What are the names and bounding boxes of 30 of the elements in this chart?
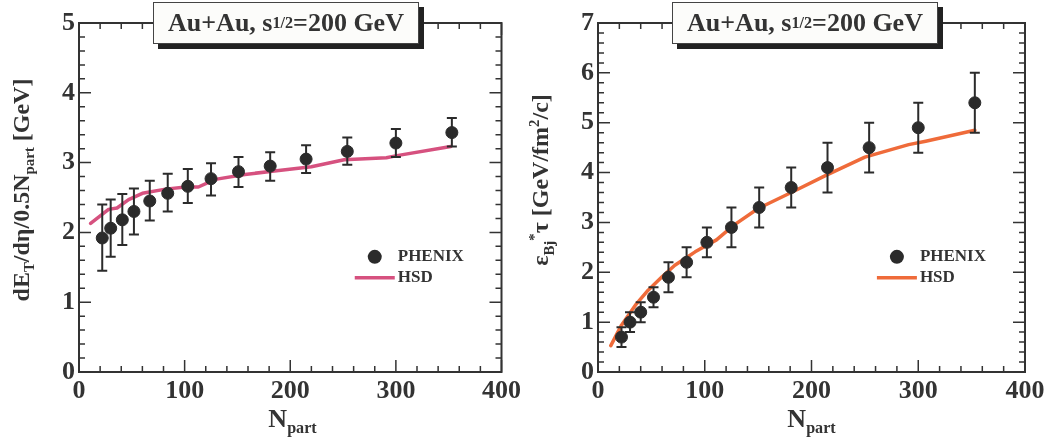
y-tick-label: 7 <box>581 6 594 36</box>
legend-label: PHENIX <box>919 246 987 266</box>
y-tick-label: 2 <box>581 256 594 285</box>
x-tick-label: 300 <box>898 375 938 405</box>
x-axis-title: N$_{part}$ <box>787 404 836 438</box>
x-tick-label: 200 <box>270 375 310 405</box>
x-tick-label: 100 <box>685 375 725 405</box>
chart-title: Au+Au, s$^{1/2}$=200 GeV <box>672 2 938 44</box>
chart-title: Au+Au, s$^{1/2}$=200 GeV <box>153 2 419 44</box>
y-tick-label: 0 <box>581 355 594 385</box>
y-tick-label: 1 <box>62 285 75 315</box>
x-tick-label: 400 <box>482 375 521 405</box>
legend-label: PHENIX <box>397 246 465 266</box>
x-tick-label: 200 <box>792 375 831 405</box>
y-tick-label: 3 <box>62 146 75 176</box>
y-tick-label: 0 <box>62 355 75 385</box>
y-tick-label: 5 <box>581 106 594 136</box>
y-tick-label: 6 <box>581 56 594 86</box>
y-tick-label: 2 <box>62 216 75 246</box>
x-tick-label: 100 <box>165 375 205 405</box>
x-axis-title: N$_{part}$ <box>268 404 317 438</box>
x-tick-label: 300 <box>376 375 416 405</box>
y-tick-label: 5 <box>62 6 75 36</box>
legend-label: HSD <box>919 267 955 287</box>
y-tick-label: 1 <box>581 305 594 335</box>
y-tick-label: 4 <box>581 156 594 186</box>
legend-label: HSD <box>397 267 433 287</box>
y-tick-label: 3 <box>581 206 594 236</box>
y-tick-label: 4 <box>62 76 75 106</box>
x-tick-label: 400 <box>1005 375 1045 405</box>
